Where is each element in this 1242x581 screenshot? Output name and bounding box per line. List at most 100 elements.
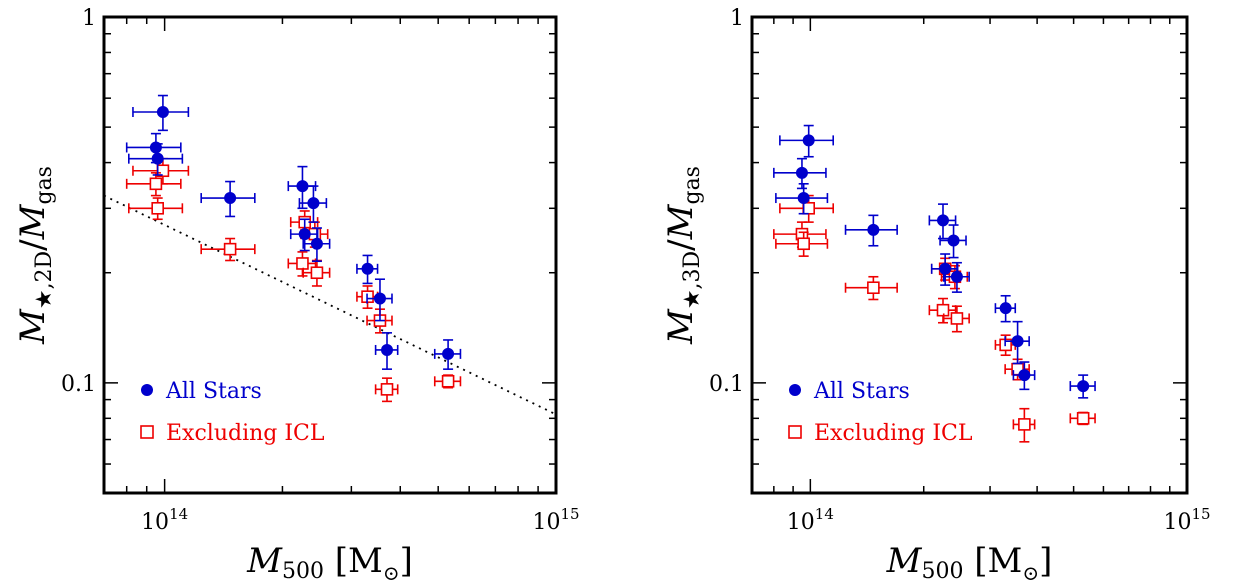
y-tick-label: 1 xyxy=(730,6,744,31)
data-point xyxy=(844,214,898,247)
marker-circle xyxy=(797,192,810,205)
data-point xyxy=(374,377,399,403)
marker-circle xyxy=(936,214,949,227)
x-axis-label: M500 [M⊙] xyxy=(246,541,413,581)
marker-square xyxy=(149,177,163,191)
y-tick-label: 0.1 xyxy=(61,372,96,397)
marker-circle xyxy=(296,180,309,193)
data-point xyxy=(942,261,970,293)
data-point xyxy=(298,185,328,223)
x-tick-label: 1014 xyxy=(787,505,834,535)
data-point xyxy=(1004,320,1030,365)
marker-circle xyxy=(947,234,960,247)
marker-circle xyxy=(1011,335,1024,348)
marker-circle xyxy=(950,270,963,283)
marker-circle xyxy=(373,292,386,305)
marker-circle xyxy=(802,134,815,147)
marker-square xyxy=(380,383,394,396)
legend: All Stars Excluding ICL xyxy=(788,379,973,446)
marker-circle xyxy=(224,192,237,205)
y-tick-label: 1 xyxy=(82,6,96,31)
legend-marker-all-stars xyxy=(789,384,801,396)
data-point xyxy=(775,231,829,257)
plot-frame xyxy=(750,15,1189,495)
data-point xyxy=(200,180,256,218)
legend-label-all-stars: All Stars xyxy=(813,379,910,404)
data-point xyxy=(775,183,829,215)
data-point xyxy=(132,94,190,132)
data-point xyxy=(844,275,898,301)
legend-label-all-stars: All Stars xyxy=(165,379,262,404)
marker-circle xyxy=(307,197,320,210)
data-point xyxy=(374,332,399,370)
plot-frame xyxy=(102,15,558,495)
marker-circle xyxy=(795,166,808,179)
y-axis-label: M★,2D/Mgas xyxy=(13,166,57,345)
data-point xyxy=(289,218,319,252)
marker-circle xyxy=(298,228,311,241)
series-excluding-icl xyxy=(773,194,1096,443)
data-point xyxy=(773,157,827,190)
data-point xyxy=(939,224,967,259)
marker-square xyxy=(151,202,164,215)
legend-marker-excluding-icl xyxy=(788,425,802,439)
data-point xyxy=(356,254,379,285)
marker-square xyxy=(950,312,964,325)
data-point xyxy=(942,305,970,333)
data-point xyxy=(1012,361,1036,391)
marker-circle xyxy=(381,343,394,356)
data-point xyxy=(1069,374,1096,399)
series-excluding-icl xyxy=(125,157,462,403)
marker-square xyxy=(296,257,309,270)
marker-square xyxy=(310,266,324,280)
marker-circle xyxy=(156,105,169,118)
y-axis-label: M★,3D/Mgas xyxy=(661,166,705,345)
marker-circle xyxy=(151,152,164,165)
marker-square xyxy=(1018,418,1031,431)
x-axis-label: M500 [M⊙] xyxy=(886,541,1053,581)
marker-circle xyxy=(939,262,952,275)
data-point xyxy=(1012,407,1036,443)
series-all-stars xyxy=(773,124,1096,399)
y-tick-label: 0.1 xyxy=(709,372,744,397)
data-point xyxy=(366,278,393,322)
data-point xyxy=(128,143,184,176)
data-point xyxy=(433,374,462,389)
marker-circle xyxy=(310,237,323,250)
marker-square xyxy=(441,374,455,388)
marker-square xyxy=(223,242,237,256)
data-point xyxy=(287,165,317,210)
legend-label-excluding-icl: Excluding ICL xyxy=(814,421,973,446)
marker-circle xyxy=(1018,369,1031,382)
data-point xyxy=(302,227,331,263)
legend-label-excluding-icl: Excluding ICL xyxy=(166,421,325,446)
data-point xyxy=(1069,411,1096,426)
marker-circle xyxy=(442,347,455,360)
data-point xyxy=(994,294,1017,323)
x-tick-label: 1015 xyxy=(532,505,579,535)
marker-square xyxy=(1076,412,1090,425)
marker-square xyxy=(802,202,816,215)
marker-square xyxy=(867,281,880,295)
legend-marker-all-stars xyxy=(141,384,153,396)
data-point xyxy=(125,172,182,197)
series-all-stars xyxy=(125,94,462,370)
legend-marker-excluding-icl xyxy=(140,425,154,439)
marker-circle xyxy=(867,223,880,236)
data-point xyxy=(302,259,331,287)
data-point xyxy=(779,124,835,158)
marker-circle xyxy=(1077,380,1090,393)
data-point xyxy=(433,339,462,370)
data-point xyxy=(128,197,184,221)
marker-circle xyxy=(361,262,374,275)
chart-panel-2: 1014 1015 0.1 1 M500 [M⊙] M★,3D/Mgas All Stars… xyxy=(661,6,1211,581)
data-point xyxy=(200,237,256,262)
x-tick-label: 1014 xyxy=(141,505,188,535)
data-point xyxy=(928,203,957,240)
chart-panel-1: 1014 1015 0.1 1 M500 [M⊙] M★,2D/Mgas All Stars… xyxy=(13,6,580,581)
marker-circle xyxy=(999,302,1012,315)
legend: All Stars Excluding ICL xyxy=(140,379,325,446)
x-tick-label: 1015 xyxy=(1163,505,1210,535)
data-point xyxy=(132,157,190,185)
